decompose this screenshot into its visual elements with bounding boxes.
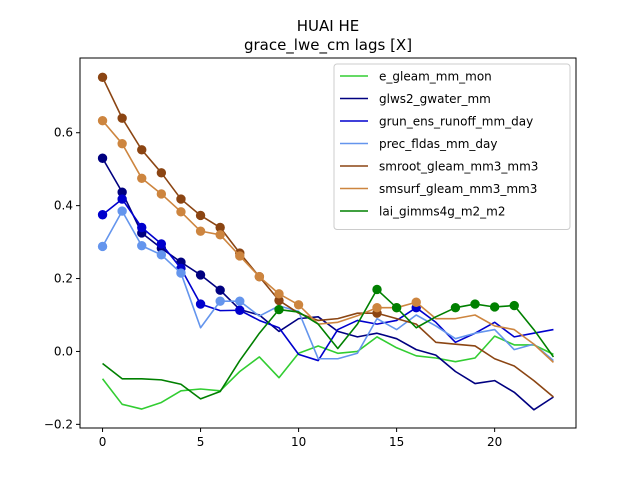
series-line-smroot_gleam_mm3_mm3 [101, 76, 554, 398]
x-tick-label: 5 [197, 435, 205, 449]
series-marker-lai_gimms4g_m2_m2-21 [509, 300, 519, 311]
legend-label-smsurf_gleam_mm3_mm3: smsurf_gleam_mm3_mm3 [379, 182, 537, 196]
legend-label-grun_ens_runoff_mm_day: grun_ens_runoff_mm_day [379, 115, 533, 129]
series-marker-smroot_gleam_mm3_mm3-2 [137, 145, 147, 155]
legend-label-prec_fldas_mm_day: prec_fldas_mm_day [379, 137, 498, 151]
series-marker-prec_fldas_mm_day-4 [176, 268, 186, 278]
series-marker-grun_ens_runoff_mm_day-0 [97, 210, 108, 220]
series-marker-smsurf_gleam_mm3_mm3-16 [411, 297, 421, 307]
series-marker-grun_ens_runoff_mm_day-7 [235, 305, 245, 315]
x-tick-label: 0 [99, 435, 107, 449]
series-marker-prec_fldas_mm_day-7 [235, 296, 245, 306]
legend-label-glws2_gwater_mm: glws2_gwater_mm [379, 92, 491, 106]
y-tick-label: 0.0 [54, 344, 73, 358]
axes-frame [79, 57, 577, 429]
series-marker-smsurf_gleam_mm3_mm3-0 [97, 116, 108, 126]
legend-label-lai_gimms4g_m2_m2: lai_gimms4g_m2_m2 [379, 205, 506, 219]
series-marker-grun_ens_runoff_mm_day-3 [156, 239, 167, 249]
legend-label-e_gleam_mm_mon: e_gleam_mm_mon [379, 70, 492, 84]
series-marker-smsurf_gleam_mm3_mm3-4 [176, 207, 186, 217]
series-marker-grun_ens_runoff_mm_day-2 [137, 222, 147, 233]
x-tick-label: 15 [389, 435, 404, 449]
series-marker-lai_gimms4g_m2_m2-18 [450, 303, 461, 313]
series-marker-lai_gimms4g_m2_m2-19 [470, 299, 480, 309]
series-marker-prec_fldas_mm_day-2 [137, 241, 147, 251]
plot-area: 0 5 10 15 20 −0.2 0.0 0.2 0.4 0.6 [44, 57, 577, 449]
series-marker-grun_ens_runoff_mm_day-1 [117, 194, 127, 204]
series-marker-smsurf_gleam_mm3_mm3-6 [215, 230, 225, 240]
series-marker-smroot_gleam_mm3_mm3-1 [117, 113, 127, 123]
y-tick-label: −0.2 [44, 417, 73, 431]
series-marker-prec_fldas_mm_day-1 [117, 206, 127, 216]
series-marker-smroot_gleam_mm3_mm3-3 [156, 168, 167, 178]
series-marker-prec_fldas_mm_day-0 [97, 241, 108, 252]
series-marker-smsurf_gleam_mm3_mm3-9 [274, 289, 284, 299]
series-marker-smsurf_gleam_mm3_mm3-1 [117, 138, 127, 149]
series-marker-smroot_gleam_mm3_mm3-0 [97, 72, 108, 83]
chart-title: HUAI HE [297, 17, 359, 35]
y-tick-label: 0.6 [54, 126, 73, 140]
series-line-e_gleam_mm_mon [101, 335, 554, 410]
series-marker-smsurf_gleam_mm3_mm3-5 [195, 226, 206, 236]
series-marker-lai_gimms4g_m2_m2-9 [274, 304, 284, 315]
series-marker-glws2_gwater_mm-0 [97, 153, 108, 163]
legend: e_gleam_mm_mon glws2_gwater_mm grun_ens_ru… [333, 63, 571, 230]
legend-frame [333, 63, 571, 230]
series-marker-smsurf_gleam_mm3_mm3-2 [137, 173, 147, 184]
x-tick-label: 20 [487, 435, 502, 449]
series-marker-smsurf_gleam_mm3_mm3-10 [293, 300, 304, 310]
series-marker-prec_fldas_mm_day-6 [215, 296, 225, 306]
series-marker-smsurf_gleam_mm3_mm3-14 [372, 303, 382, 313]
series-marker-smsurf_gleam_mm3_mm3-8 [254, 272, 265, 282]
chart-subtitle: grace_lwe_cm lags [X] [244, 36, 412, 55]
series-marker-smroot_gleam_mm3_mm3-5 [195, 210, 206, 221]
series-marker-grun_ens_runoff_mm_day-5 [195, 299, 206, 309]
y-tick-label: 0.4 [54, 199, 73, 213]
series-marker-smroot_gleam_mm3_mm3-4 [176, 194, 186, 204]
x-tick-label: 10 [291, 435, 306, 449]
series-marker-smsurf_gleam_mm3_mm3-3 [156, 189, 167, 199]
series-marker-lai_gimms4g_m2_m2-14 [372, 284, 382, 295]
legend-label-smroot_gleam_mm3_mm3: smroot_gleam_mm3_mm3 [379, 160, 538, 174]
series-line-grun_ens_runoff_mm_day [102, 198, 554, 362]
y-tick-label: 0.2 [54, 272, 73, 286]
series-marker-glws2_gwater_mm-6 [215, 285, 225, 295]
series-marker-lai_gimms4g_m2_m2-20 [489, 302, 500, 312]
series-marker-lai_gimms4g_m2_m2-15 [391, 303, 402, 313]
series-marker-glws2_gwater_mm-5 [195, 270, 206, 280]
series-marker-smsurf_gleam_mm3_mm3-7 [235, 251, 245, 261]
series-marker-prec_fldas_mm_day-3 [156, 250, 167, 260]
